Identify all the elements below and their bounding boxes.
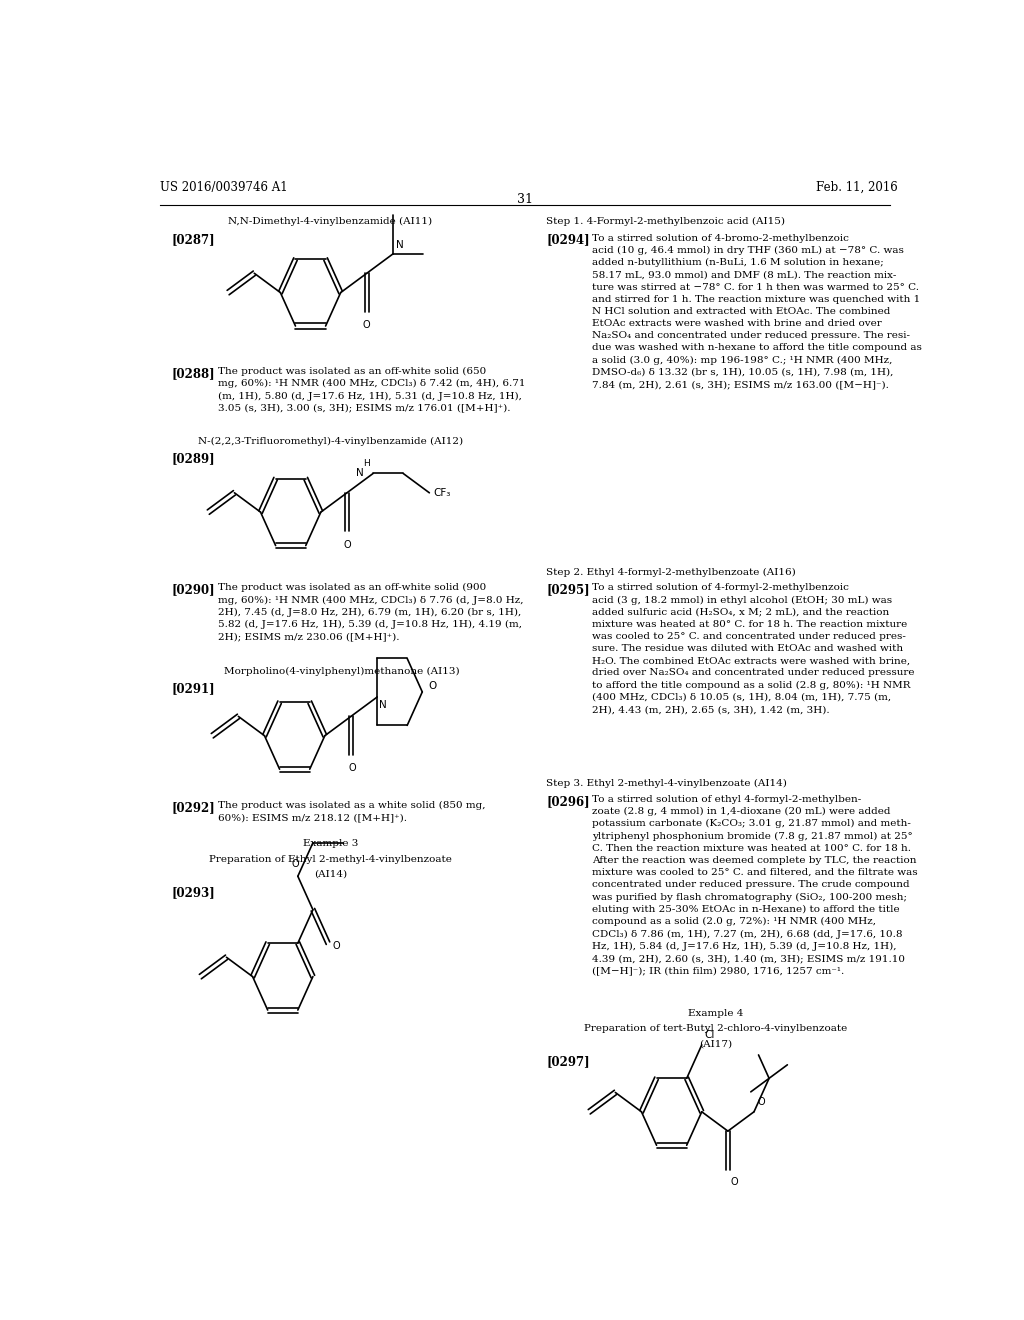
Text: O: O bbox=[757, 1097, 765, 1106]
Text: [0294]: [0294] bbox=[546, 234, 590, 247]
Text: O: O bbox=[343, 540, 351, 549]
Text: N: N bbox=[355, 469, 364, 478]
Text: [0292]: [0292] bbox=[172, 801, 215, 813]
Text: The product was isolated as an off-white solid (650
mg, 60%): ¹H NMR (400 MHz, C: The product was isolated as an off-white… bbox=[218, 367, 525, 413]
Text: US 2016/0039746 A1: US 2016/0039746 A1 bbox=[160, 181, 288, 194]
Text: Example 4: Example 4 bbox=[687, 1008, 743, 1018]
Text: Step 3. Ethyl 2-methyl-4-vinylbenzoate (AI14): Step 3. Ethyl 2-methyl-4-vinylbenzoate (… bbox=[546, 779, 787, 788]
Text: [0296]: [0296] bbox=[546, 795, 590, 808]
Text: (AI17): (AI17) bbox=[698, 1040, 732, 1048]
Text: (AI14): (AI14) bbox=[313, 870, 347, 879]
Text: Preparation of Ethyl 2-methyl-4-vinylbenzoate: Preparation of Ethyl 2-methyl-4-vinylben… bbox=[209, 854, 452, 863]
Text: [0293]: [0293] bbox=[172, 886, 215, 899]
Text: O: O bbox=[730, 1177, 738, 1187]
Text: N: N bbox=[379, 700, 386, 710]
Text: N,N-Dimethyl-4-vinylbenzamide (AI11): N,N-Dimethyl-4-vinylbenzamide (AI11) bbox=[228, 218, 432, 227]
Text: Step 1. 4-Formyl-2-methylbenzoic acid (AI15): Step 1. 4-Formyl-2-methylbenzoic acid (A… bbox=[546, 218, 785, 227]
Text: Cl: Cl bbox=[705, 1030, 715, 1040]
Text: O: O bbox=[349, 763, 356, 774]
Text: 31: 31 bbox=[517, 193, 532, 206]
Text: To a stirred solution of 4-formyl-2-methylbenzoic
acid (3 g, 18.2 mmol) in ethyl: To a stirred solution of 4-formyl-2-meth… bbox=[592, 583, 914, 714]
Text: N: N bbox=[396, 240, 403, 249]
Text: CF₃: CF₃ bbox=[433, 488, 451, 498]
Text: [0287]: [0287] bbox=[172, 234, 215, 247]
Text: The product was isolated as an off-white solid (900
mg, 60%): ¹H NMR (400 MHz, C: The product was isolated as an off-white… bbox=[218, 583, 523, 642]
Text: H: H bbox=[364, 459, 370, 469]
Text: O: O bbox=[429, 681, 437, 690]
Text: [0288]: [0288] bbox=[172, 367, 215, 380]
Text: To a stirred solution of 4-bromo-2-methylbenzoic
acid (10 g, 46.4 mmol) in dry T: To a stirred solution of 4-bromo-2-methy… bbox=[592, 234, 923, 389]
Text: Feb. 11, 2016: Feb. 11, 2016 bbox=[816, 181, 898, 194]
Text: Example 3: Example 3 bbox=[303, 840, 358, 849]
Text: The product was isolated as a white solid (850 mg,
60%): ESIMS m/z 218.12 ([M+H]: The product was isolated as a white soli… bbox=[218, 801, 485, 822]
Text: [0289]: [0289] bbox=[172, 453, 215, 465]
Text: N-(2,2,3-Trifluoromethyl)-4-vinylbenzamide (AI12): N-(2,2,3-Trifluoromethyl)-4-vinylbenzami… bbox=[198, 437, 463, 446]
Text: Morpholino(4-vinylphenyl)methanone (AI13): Morpholino(4-vinylphenyl)methanone (AI13… bbox=[224, 667, 460, 676]
Text: [0291]: [0291] bbox=[172, 682, 215, 694]
Text: O: O bbox=[362, 319, 371, 330]
Text: [0297]: [0297] bbox=[546, 1055, 590, 1068]
Text: [0290]: [0290] bbox=[172, 583, 215, 597]
Text: [0295]: [0295] bbox=[546, 583, 590, 597]
Text: O: O bbox=[292, 859, 299, 869]
Text: O: O bbox=[333, 941, 340, 952]
Text: Step 2. Ethyl 4-formyl-2-methylbenzoate (AI16): Step 2. Ethyl 4-formyl-2-methylbenzoate … bbox=[546, 568, 796, 577]
Text: Preparation of tert-Butyl 2-chloro-4-vinylbenzoate: Preparation of tert-Butyl 2-chloro-4-vin… bbox=[584, 1024, 847, 1034]
Text: To a stirred solution of ethyl 4-formyl-2-methylben-
zoate (2.8 g, 4 mmol) in 1,: To a stirred solution of ethyl 4-formyl-… bbox=[592, 795, 918, 975]
